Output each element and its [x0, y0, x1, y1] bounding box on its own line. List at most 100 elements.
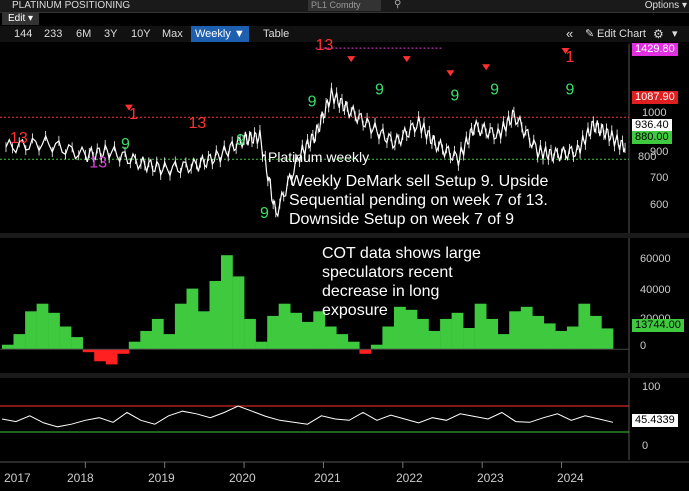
price-tick-800: 800 — [638, 151, 657, 163]
cot-bar — [463, 328, 475, 350]
cot-bar — [140, 331, 153, 350]
cot-bar — [347, 341, 360, 350]
cot-bar — [474, 303, 487, 350]
cot-bar — [244, 318, 256, 350]
cot-bar — [509, 311, 521, 350]
cot-bar — [486, 318, 498, 350]
x-tick-2021: 2021 — [314, 471, 341, 485]
ticker-field[interactable]: PL1 Comdty — [308, 0, 381, 11]
cot-bar — [232, 276, 245, 350]
period-144[interactable]: 144 — [14, 28, 33, 40]
cot-bar — [451, 312, 464, 350]
cot-bar — [82, 349, 95, 353]
cot-line-2: speculators recent — [322, 264, 453, 281]
more-icon[interactable]: ▾ — [672, 28, 678, 40]
period-3y[interactable]: 3Y — [104, 28, 118, 40]
cot-bar — [25, 311, 37, 350]
gear-icon[interactable]: ⚙ — [653, 27, 664, 41]
x-tick-2019: 2019 — [148, 471, 175, 485]
cot-bar — [440, 318, 452, 350]
cot-bar — [336, 334, 349, 350]
cot-bar — [405, 309, 418, 350]
cot-bar — [497, 334, 510, 350]
demark-13-2018: 13 — [89, 154, 107, 171]
cot-bar — [186, 288, 199, 350]
cot-bar — [105, 349, 118, 365]
edit-bar: Edit ▾ — [0, 13, 689, 25]
cot-bar — [370, 344, 383, 350]
window-title: PLATINUM POSITIONING — [12, 0, 131, 11]
price-tick-900: 900 — [650, 146, 669, 158]
demark-9-2018: 9 — [121, 136, 130, 153]
demark-9-2021: 9 — [375, 82, 384, 99]
window-title-bar: PLATINUM POSITIONING PL1 Comdty ⚲ Option… — [0, 0, 689, 13]
cot-bar — [428, 331, 441, 350]
frequency-dropdown[interactable]: Weekly ▼ — [191, 26, 249, 42]
period-10y[interactable]: 10Y — [131, 28, 151, 40]
cot-bar — [59, 326, 72, 350]
demark-annotation: Weekly DeMark sell Setup 9. Upside Seque… — [289, 172, 548, 229]
price-lower-label: 880.00 — [632, 131, 672, 144]
price-last-label: 936.40 — [632, 119, 672, 132]
x-tick-2024: 2024 — [557, 471, 584, 485]
cot-bar — [71, 337, 83, 350]
cot-bar — [520, 306, 533, 350]
rsi-last-label: 45.4339 — [632, 414, 678, 427]
demark-line-2: Sequential pending on week 7 of 13. — [289, 192, 548, 209]
cot-bar — [301, 321, 314, 350]
panel-divider-1 — [0, 233, 689, 238]
rsi-tick-100: 100 — [642, 381, 661, 393]
price-series-label: Platinum weekly — [268, 149, 370, 165]
sell-arrow-0 — [124, 104, 133, 111]
price-max-label: 1429.80 — [632, 43, 678, 56]
demark-13-2017: 13 — [10, 130, 28, 147]
sell-arrow-2 — [402, 56, 411, 63]
cot-annotation: COT data shows large speculators recent … — [322, 244, 481, 320]
x-tick-2018: 2018 — [67, 471, 94, 485]
cot-bar — [578, 303, 591, 350]
cot-bar — [198, 311, 210, 350]
cot-bar — [36, 303, 49, 350]
demark-line-1: Weekly DeMark sell Setup 9. Upside — [289, 173, 549, 190]
period-233[interactable]: 233 — [44, 28, 63, 40]
search-icon[interactable]: ⚲ — [394, 0, 402, 10]
price-tick-600: 600 — [650, 199, 669, 211]
cot-bar — [278, 303, 291, 350]
demark-1-2018: 1 — [129, 106, 138, 123]
x-tick-2023: 2023 — [477, 471, 504, 485]
options-menu[interactable]: Options ▾ — [644, 0, 687, 11]
cot-bar — [290, 312, 302, 350]
double-chevron-left-icon[interactable]: « — [566, 26, 574, 41]
pencil-icon[interactable]: ✎ — [585, 28, 595, 40]
sell-arrow-4 — [482, 64, 491, 71]
demark-1-2024: 1 — [566, 49, 575, 66]
cot-bar — [94, 349, 106, 362]
cot-bar — [417, 318, 429, 350]
table-button[interactable]: Table — [263, 28, 290, 40]
cot-bar — [221, 255, 233, 350]
demark-9-2022: 9 — [450, 88, 459, 105]
cot-bar — [394, 306, 406, 350]
cot-bar — [543, 323, 556, 350]
cot-bar — [359, 349, 372, 354]
cot-bar — [2, 344, 14, 350]
period-max[interactable]: Max — [162, 28, 183, 40]
cot-bar — [48, 312, 60, 350]
cot-bar — [117, 349, 130, 354]
cot-bar — [601, 328, 614, 350]
edit-button[interactable]: Edit ▾ — [2, 13, 40, 25]
period-6m[interactable]: 6M — [76, 28, 92, 40]
sell-arrow-3 — [446, 70, 455, 77]
rsi-series-line — [1, 405, 614, 428]
demark-9-2024: 9 — [566, 82, 575, 99]
cot-tick-40000: 40000 — [640, 284, 671, 296]
x-tick-2017: 2017 — [4, 471, 31, 485]
cot-last-label: 13744.00 — [632, 319, 684, 332]
demark-9-2020b: 9 — [308, 94, 317, 111]
demark-9-2019: 9 — [236, 132, 245, 149]
cot-bar — [382, 326, 395, 350]
edit-chart-button[interactable]: Edit Chart — [597, 28, 646, 40]
cot-tick-60000: 60000 — [640, 253, 671, 265]
demark-9-2020: 9 — [260, 205, 269, 222]
